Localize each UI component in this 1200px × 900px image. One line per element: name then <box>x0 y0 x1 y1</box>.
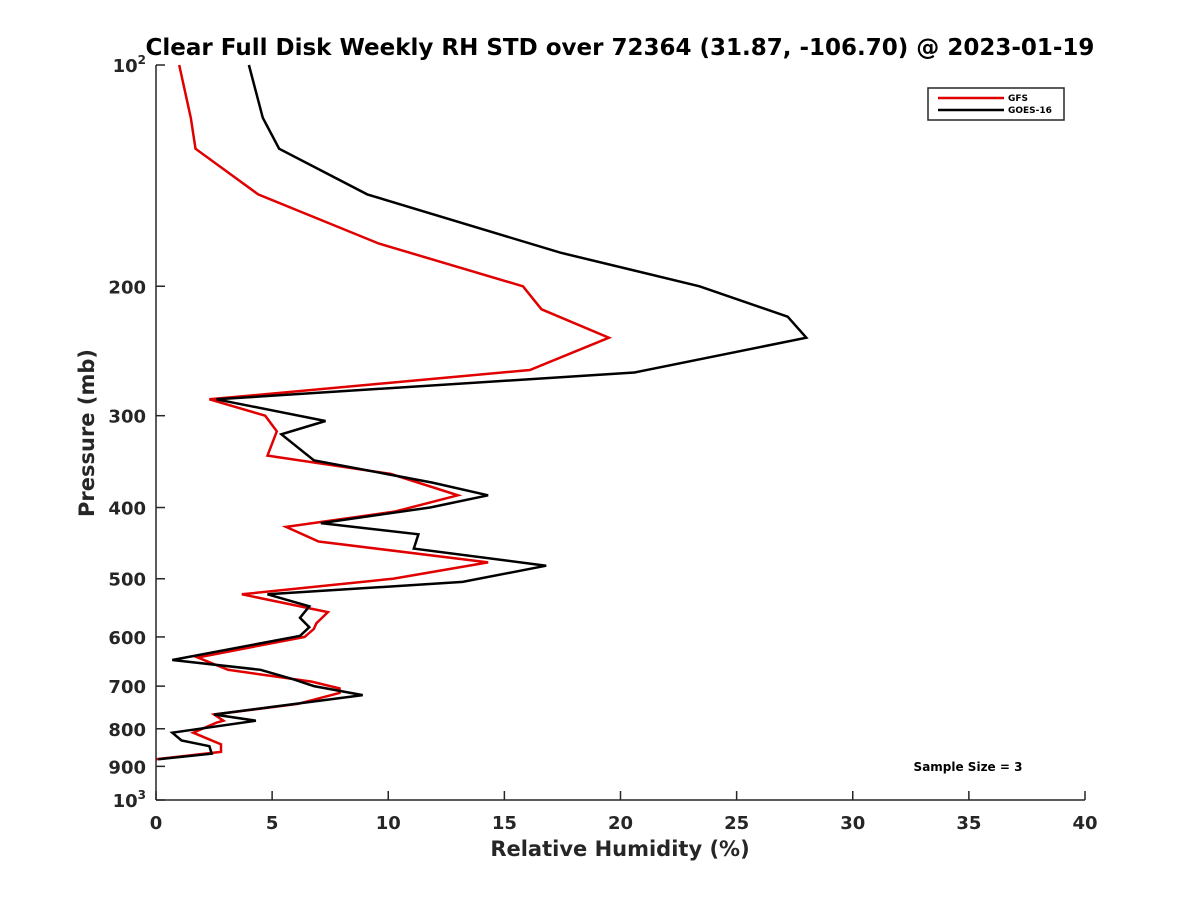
x-tick-label: 15 <box>492 813 517 834</box>
y-tick-label: 102 <box>113 53 146 77</box>
x-axis-label: Relative Humidity (%) <box>490 837 749 861</box>
x-tick-label: 25 <box>724 813 749 834</box>
legend-label-gfs: GFS <box>1008 94 1028 104</box>
y-tick-label: 200 <box>108 277 146 298</box>
x-axis-ticks: 0 5 10 15 20 25 30 35 40 <box>150 791 1098 834</box>
legend-label-goes16: GOES-16 <box>1008 106 1052 116</box>
y-tick-label: 800 <box>108 720 146 741</box>
x-tick-label: 10 <box>376 813 401 834</box>
y-tick-label: 500 <box>108 570 146 591</box>
y-tick-label: 900 <box>108 757 146 778</box>
x-tick-label: 35 <box>956 813 981 834</box>
x-tick-label: 30 <box>840 813 865 834</box>
x-tick-label: 20 <box>608 813 633 834</box>
legend-box <box>927 87 1065 121</box>
y-tick-label: 300 <box>108 407 146 428</box>
y-tick-label: 600 <box>108 628 146 649</box>
y-axis-ticks: 102 200 300 400 500 600 700 800 900 103 <box>108 53 165 812</box>
y-tick-label: 700 <box>108 677 146 698</box>
legend: GFS GOES-16 <box>927 87 1065 121</box>
x-tick-label: 0 <box>150 813 163 834</box>
series-line-goes16 <box>158 64 809 761</box>
sample-size-annotation: Sample Size = 3 <box>914 760 1023 774</box>
x-tick-label: 40 <box>1072 813 1097 834</box>
plot-background <box>156 65 1085 800</box>
y-tick-label: 400 <box>108 499 146 520</box>
x-tick-label: 5 <box>266 813 279 834</box>
series-layer <box>155 64 809 761</box>
plot-area <box>156 65 1085 800</box>
y-tick-label: 103 <box>113 788 146 812</box>
chart-title: Clear Full Disk Weekly RH STD over 72364… <box>146 35 1095 61</box>
y-axis-label: Pressure (mb) <box>75 349 99 517</box>
